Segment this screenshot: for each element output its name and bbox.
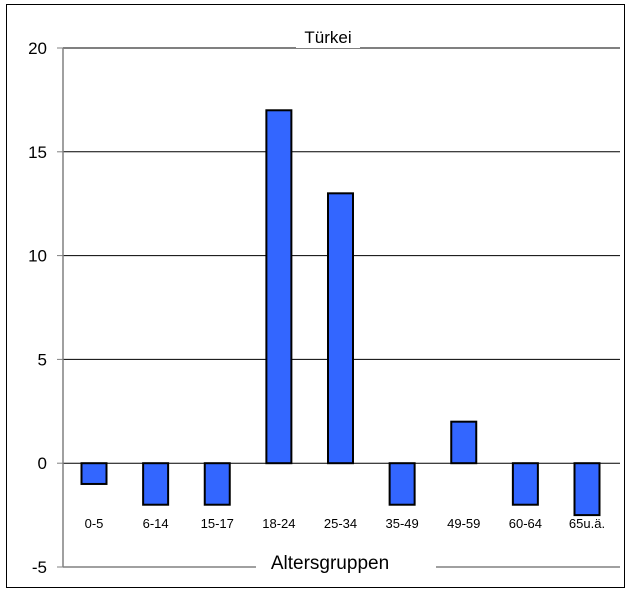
- bar-65u.ä.: [573, 462, 601, 517]
- x-tick-label-6: 49-59: [447, 516, 480, 531]
- x-tick-label-1: 6-14: [143, 516, 169, 531]
- chart-title: Türkei: [304, 28, 351, 47]
- y-tick-label-0: 20: [28, 39, 47, 58]
- bar-0-5: [80, 462, 108, 485]
- bar-60-64: [511, 462, 539, 506]
- x-tick-label-2: 15-17: [201, 516, 234, 531]
- bar-35-49: [388, 462, 416, 506]
- chart-title-background: [296, 26, 360, 48]
- y-tick-label-2: 10: [28, 247, 47, 266]
- x-tick-label-4: 25-34: [324, 516, 357, 531]
- y-tick-label-4: 0: [38, 454, 47, 473]
- y-tick-label-3: 5: [38, 350, 47, 369]
- y-tick-label-5: -5: [32, 558, 47, 577]
- bar-49-59: [450, 420, 478, 465]
- x-tick-label-5: 35-49: [386, 516, 419, 531]
- bar-6-14: [142, 462, 170, 506]
- y-tick-labels: 20 15 10 5 0 -5: [28, 39, 63, 577]
- x-tick-labels: 0-5 6-14 15-17 18-24 25-34 35-49 49-59 60-64 65u…: [85, 516, 605, 531]
- x-tick-label-8: 65u.ä.: [569, 516, 605, 531]
- x-axis-title-background: [256, 548, 436, 576]
- x-tick-label-0: 0-5: [85, 516, 104, 531]
- x-tick-label-3: 18-24: [262, 516, 295, 531]
- bar-25-34: [327, 192, 354, 465]
- bars: [80, 109, 601, 517]
- y-tick-label-1: 15: [28, 143, 47, 162]
- x-tick-label-7: 60-64: [509, 516, 542, 531]
- x-axis-title: Altersgruppen: [271, 553, 389, 574]
- bar-15-17: [203, 462, 231, 506]
- bar-18-24: [265, 109, 293, 465]
